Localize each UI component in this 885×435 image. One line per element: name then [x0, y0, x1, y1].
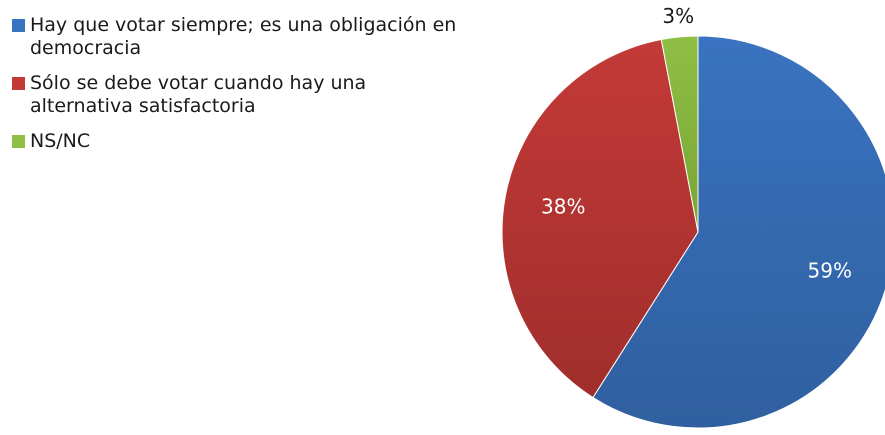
pie-data-labels: 59% 38% 3%	[541, 4, 852, 282]
pie-slice-nsnc	[660, 35, 699, 233]
pie-slice-siempre	[592, 35, 885, 429]
data-label-nsnc: 3%	[662, 4, 694, 28]
legend-item-alternativa: Sólo se debe votar cuando hay una altern…	[10, 72, 460, 118]
legend-item-nsnc: NS/NC	[10, 130, 460, 153]
legend-label-nsnc: NS/NC	[30, 130, 91, 152]
legend-label-siempre: Hay que votar siempre; es una obligación…	[30, 14, 457, 59]
pie-slice-alternativa	[501, 38, 699, 399]
legend-swatch-alternativa	[12, 77, 25, 90]
legend-item-siempre: Hay que votar siempre; es una obligación…	[10, 14, 460, 60]
pie-slices	[501, 35, 885, 429]
chart-legend: Hay que votar siempre; es una obligación…	[10, 14, 460, 165]
data-label-siempre: 59%	[808, 258, 852, 282]
data-label-alternativa: 38%	[541, 194, 585, 218]
legend-label-alternativa: Sólo se debe votar cuando hay una altern…	[30, 72, 367, 117]
legend-swatch-siempre	[12, 19, 25, 32]
legend-swatch-nsnc	[12, 135, 25, 148]
